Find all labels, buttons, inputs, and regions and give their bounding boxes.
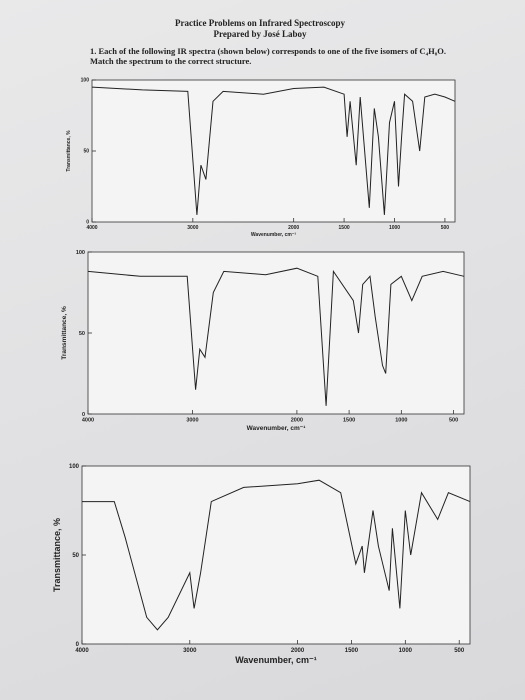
y-axis-label: Transmittance, % — [52, 518, 62, 592]
spectrum-line — [87, 267, 465, 406]
x-axis-label: Wavenumber, cm⁻¹ — [251, 232, 297, 238]
subtitle: Prepared by José Laboy — [213, 29, 307, 39]
x-tick-label: 1500 — [339, 225, 350, 231]
y-axis-label: Transmittance, % — [66, 130, 72, 172]
x-tick-label: 3000 — [183, 648, 197, 654]
x-tick-label: 1000 — [399, 648, 413, 654]
plot-frame — [87, 251, 465, 415]
y-tick-label: 50 — [83, 149, 89, 155]
title: Practice Problems on Infrared Spectrosco… — [175, 18, 345, 28]
spectrum-line — [82, 479, 471, 631]
y-tick-label: 100 — [81, 78, 90, 84]
x-tick-label: 2000 — [291, 648, 305, 654]
x-tick-label: 1500 — [343, 418, 355, 424]
y-tick-label: 0 — [82, 412, 85, 418]
x-tick-label: 1000 — [389, 225, 400, 231]
y-tick-label: 50 — [72, 553, 79, 559]
x-tick-label: 3000 — [187, 225, 198, 231]
y-axis-label: Transmittance, % — [61, 306, 68, 360]
x-tick-label: 2000 — [288, 225, 299, 231]
x-axis-label: Wavenumber, cm⁻¹ — [247, 425, 306, 432]
plot-frame — [81, 465, 471, 645]
x-tick-label: 500 — [454, 648, 465, 654]
x-tick-label: 1000 — [395, 418, 407, 424]
x-tick-label: 500 — [441, 225, 450, 231]
x-tick-label: 500 — [449, 418, 458, 424]
x-tick-label: 4000 — [82, 418, 94, 424]
question: 1. Each of the following IR spectra (sho… — [90, 46, 447, 66]
x-tick-label: 1500 — [345, 648, 359, 654]
y-tick-label: 100 — [69, 464, 80, 470]
y-tick-label: 0 — [76, 642, 80, 648]
y-tick-label: 0 — [86, 220, 89, 226]
y-tick-label: 100 — [76, 250, 85, 256]
x-tick-label: 4000 — [75, 648, 89, 654]
spectrum-line — [91, 86, 456, 215]
x-tick-label: 2000 — [291, 418, 303, 424]
x-tick-label: 4000 — [86, 225, 97, 231]
x-tick-label: 3000 — [186, 418, 198, 424]
y-tick-label: 50 — [79, 331, 85, 337]
x-axis-label: Wavenumber, cm⁻¹ — [235, 655, 316, 665]
